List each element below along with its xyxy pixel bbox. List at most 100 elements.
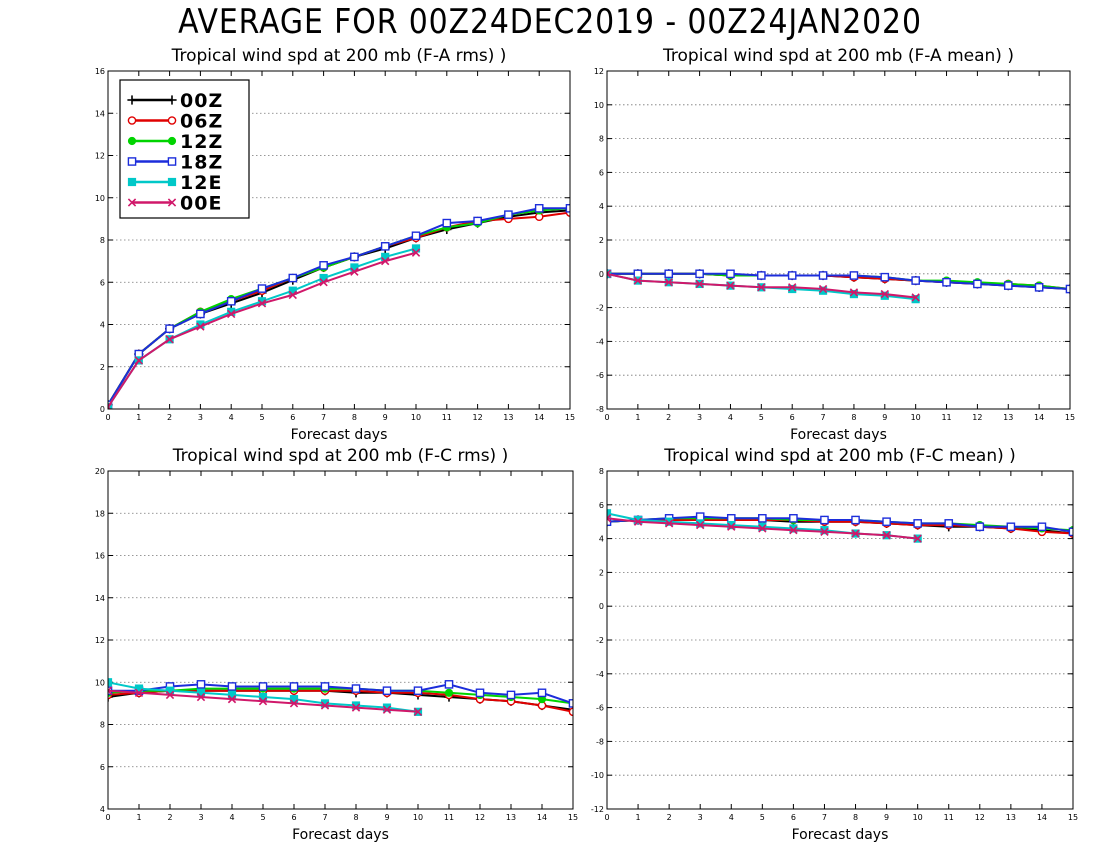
legend-marker <box>167 136 177 146</box>
data-point <box>196 692 206 702</box>
legend-label: 00E <box>180 193 222 215</box>
series-line <box>108 247 417 408</box>
data-point <box>695 269 704 279</box>
x-tick-label: 15 <box>1068 813 1078 822</box>
y-tick-label: 10 <box>95 678 105 687</box>
data-point <box>849 288 859 297</box>
y-tick-label: 4 <box>100 321 105 330</box>
data-point <box>288 290 297 300</box>
data-point <box>788 283 797 292</box>
data-point <box>882 531 891 540</box>
x-tick-label: 8 <box>353 813 358 822</box>
y-tick-label: 12 <box>594 67 604 76</box>
marker-stroke <box>788 283 797 292</box>
data-point <box>849 271 859 280</box>
data-point <box>880 291 889 300</box>
x-tick-label: 12 <box>475 813 485 822</box>
data-point <box>411 248 421 257</box>
marker-stroke <box>258 697 268 706</box>
marker-stroke <box>320 701 330 710</box>
marker-stroke <box>257 299 267 308</box>
data-point <box>382 705 392 714</box>
data-point <box>534 204 544 213</box>
data-point <box>350 267 359 276</box>
x-tick-label: 1 <box>636 813 641 822</box>
data-point <box>257 284 267 293</box>
marker-stroke <box>696 520 705 530</box>
x-tick-label: 4 <box>728 413 733 422</box>
series-line <box>108 251 417 408</box>
x-tick-label: 0 <box>105 813 110 822</box>
x-axis-label: Forecast days <box>790 427 887 443</box>
y-tick-label: 6 <box>100 278 105 287</box>
data-point <box>1037 522 1047 532</box>
y-tick-label: 0 <box>100 405 105 414</box>
data-point <box>196 309 205 319</box>
x-tick-label: 2 <box>167 413 172 422</box>
series-06z <box>108 208 570 409</box>
legend-marker <box>127 136 137 146</box>
data-point <box>818 286 828 295</box>
y-tick-label: 12 <box>95 152 105 161</box>
x-tick-label: 3 <box>198 413 203 422</box>
x-tick-label: 11 <box>442 413 452 422</box>
x-tick-label: 9 <box>384 813 389 822</box>
data-point <box>911 295 920 304</box>
data-point <box>382 703 392 712</box>
x-tick-label: 11 <box>944 813 954 822</box>
panel-title: Tropical wind spd at 200 mb (F-A mean) ) <box>662 46 1014 66</box>
data-point <box>1065 284 1070 294</box>
data-point <box>664 519 674 528</box>
legend-marker <box>127 157 137 166</box>
x-tick-label: 3 <box>697 413 702 422</box>
x-tick-label: 12 <box>975 813 985 822</box>
series-line <box>108 211 570 406</box>
data-point <box>504 210 513 219</box>
y-tick-label: 8 <box>599 135 604 144</box>
marker-stroke <box>758 524 767 533</box>
data-point <box>944 519 954 528</box>
data-point <box>787 271 797 280</box>
x-tick-label: 6 <box>790 413 795 422</box>
marker-stroke <box>664 278 673 287</box>
data-point <box>818 271 828 280</box>
x-tick-label: 5 <box>260 813 265 822</box>
data-point <box>257 299 267 308</box>
legend-marker <box>167 198 177 207</box>
legend-marker <box>127 177 137 187</box>
data-point <box>196 680 206 689</box>
data-point <box>1003 281 1013 290</box>
x-axis-label: Forecast days <box>291 427 388 443</box>
marker-stroke <box>127 198 137 207</box>
data-point <box>913 519 922 528</box>
data-point <box>289 682 299 691</box>
data-point <box>633 517 643 526</box>
y-tick-label: -8 <box>596 737 604 746</box>
data-point <box>975 522 985 532</box>
marker-stroke <box>607 272 612 278</box>
x-tick-label: 3 <box>198 813 203 822</box>
y-tick-label: 0 <box>599 602 604 611</box>
data-point <box>758 524 767 533</box>
marker-stroke <box>695 279 704 289</box>
x-tick-label: 14 <box>537 813 547 822</box>
marker-stroke <box>351 703 361 712</box>
data-point <box>882 517 891 526</box>
legend-item-00e: 00E <box>127 193 222 215</box>
series-line <box>108 687 573 705</box>
x-tick-label: 10 <box>411 413 421 422</box>
panel-fa-rms: Tropical wind spd at 200 mb (F-A rms) ) 0… <box>95 46 575 443</box>
marker-stroke <box>381 256 390 266</box>
panel-fc-rms: Tropical wind spd at 200 mb (F-C rms) ) 4… <box>95 446 578 843</box>
x-tick-label: 7 <box>822 813 827 822</box>
marker-stroke <box>411 248 421 257</box>
data-point <box>820 526 829 535</box>
series-00e <box>108 686 423 716</box>
series-00e <box>108 248 421 409</box>
x-tick-label: 0 <box>604 813 609 822</box>
data-point <box>757 271 766 280</box>
x-tick-label: 6 <box>290 413 295 422</box>
y-tick-label: -6 <box>596 704 604 713</box>
